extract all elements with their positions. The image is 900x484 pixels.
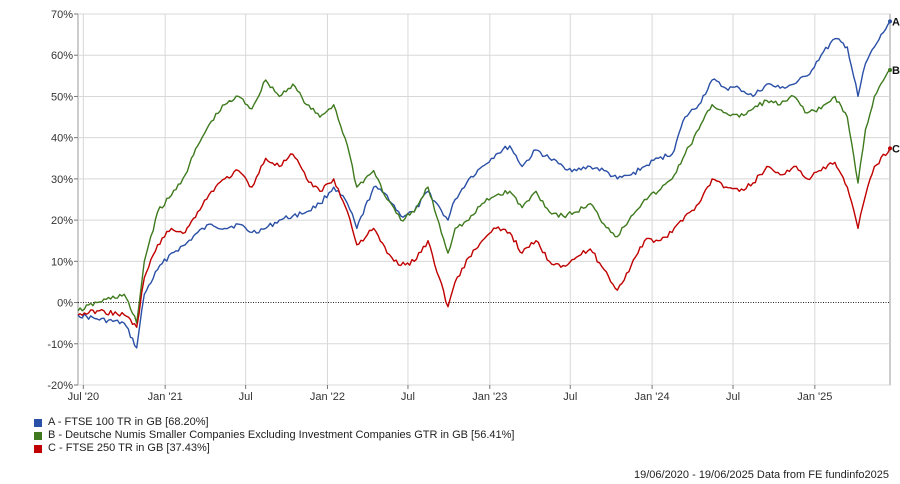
x-tick-label: Jul [401, 391, 415, 403]
x-tick-label: Jan '25 [797, 391, 832, 403]
legend-swatch-b [34, 431, 42, 440]
source-note: 19/06/2020 - 19/06/2025 Data from FE fun… [633, 469, 889, 481]
legend-label-a: A - FTSE 100 TR in GB [68.20%] [48, 416, 209, 428]
legend-item-c[interactable]: C - FTSE 250 TR in GB [37.43%] [34, 442, 514, 455]
series-line-c [77, 148, 891, 328]
axis-ticks: -20% -10% 0% 10% 20% 30% 40% 50% 60% 70% Jul '20 Ja… [47, 9, 832, 403]
series-lines [77, 21, 891, 349]
legend-label-c: C - FTSE 250 TR in GB [37.43%] [48, 442, 210, 454]
legend-swatch-c [34, 444, 42, 453]
y-tick-label: 50% [51, 91, 73, 103]
y-tick-label: 20% [51, 215, 73, 227]
plot-area [77, 13, 891, 386]
y-tick-label: 30% [51, 174, 73, 186]
y-tick-label: 40% [51, 133, 73, 145]
x-tick-label: Jul [239, 391, 253, 403]
x-tick-label: Jan '24 [635, 391, 670, 403]
legend-item-b[interactable]: B - Deutsche Numis Smaller Companies Exc… [34, 429, 514, 442]
series-end-labels: A B C [888, 16, 900, 155]
x-tick-label: Jul [563, 391, 577, 403]
y-tick-label: -20% [47, 380, 73, 392]
series-line-a [77, 21, 891, 349]
legend-swatch-a [34, 418, 42, 427]
y-tick-label: 60% [51, 50, 73, 62]
y-tick-label: 70% [51, 9, 73, 21]
x-tick-label: Jan '21 [148, 391, 183, 403]
series-end-label-c: C [892, 143, 900, 155]
y-tick-label: -10% [47, 339, 73, 351]
line-chart: -20% -10% 0% 10% 20% 30% 40% 50% 60% 70% Jul '20 Ja… [47, 9, 900, 403]
y-tick-label: 0% [57, 298, 73, 310]
x-tick-label: Jan '22 [310, 391, 345, 403]
x-tick-label: Jan '23 [472, 391, 507, 403]
x-tick-label: Jul '20 [68, 391, 99, 403]
series-line-b [77, 69, 891, 324]
x-tick-label: Jul [726, 391, 740, 403]
y-tick-label: 10% [51, 256, 73, 268]
gridlines [78, 13, 890, 386]
legend-label-b: B - Deutsche Numis Smaller Companies Exc… [48, 429, 515, 441]
series-end-label-b: B [892, 65, 900, 77]
legend: A - FTSE 100 TR in GB [68.20%] B - Deuts… [34, 416, 514, 455]
series-end-marker-c [888, 146, 892, 151]
series-end-label-a: A [892, 16, 900, 28]
legend-item-a[interactable]: A - FTSE 100 TR in GB [68.20%] [34, 416, 514, 429]
series-end-marker-b [888, 68, 892, 73]
series-end-marker-a [888, 19, 892, 24]
